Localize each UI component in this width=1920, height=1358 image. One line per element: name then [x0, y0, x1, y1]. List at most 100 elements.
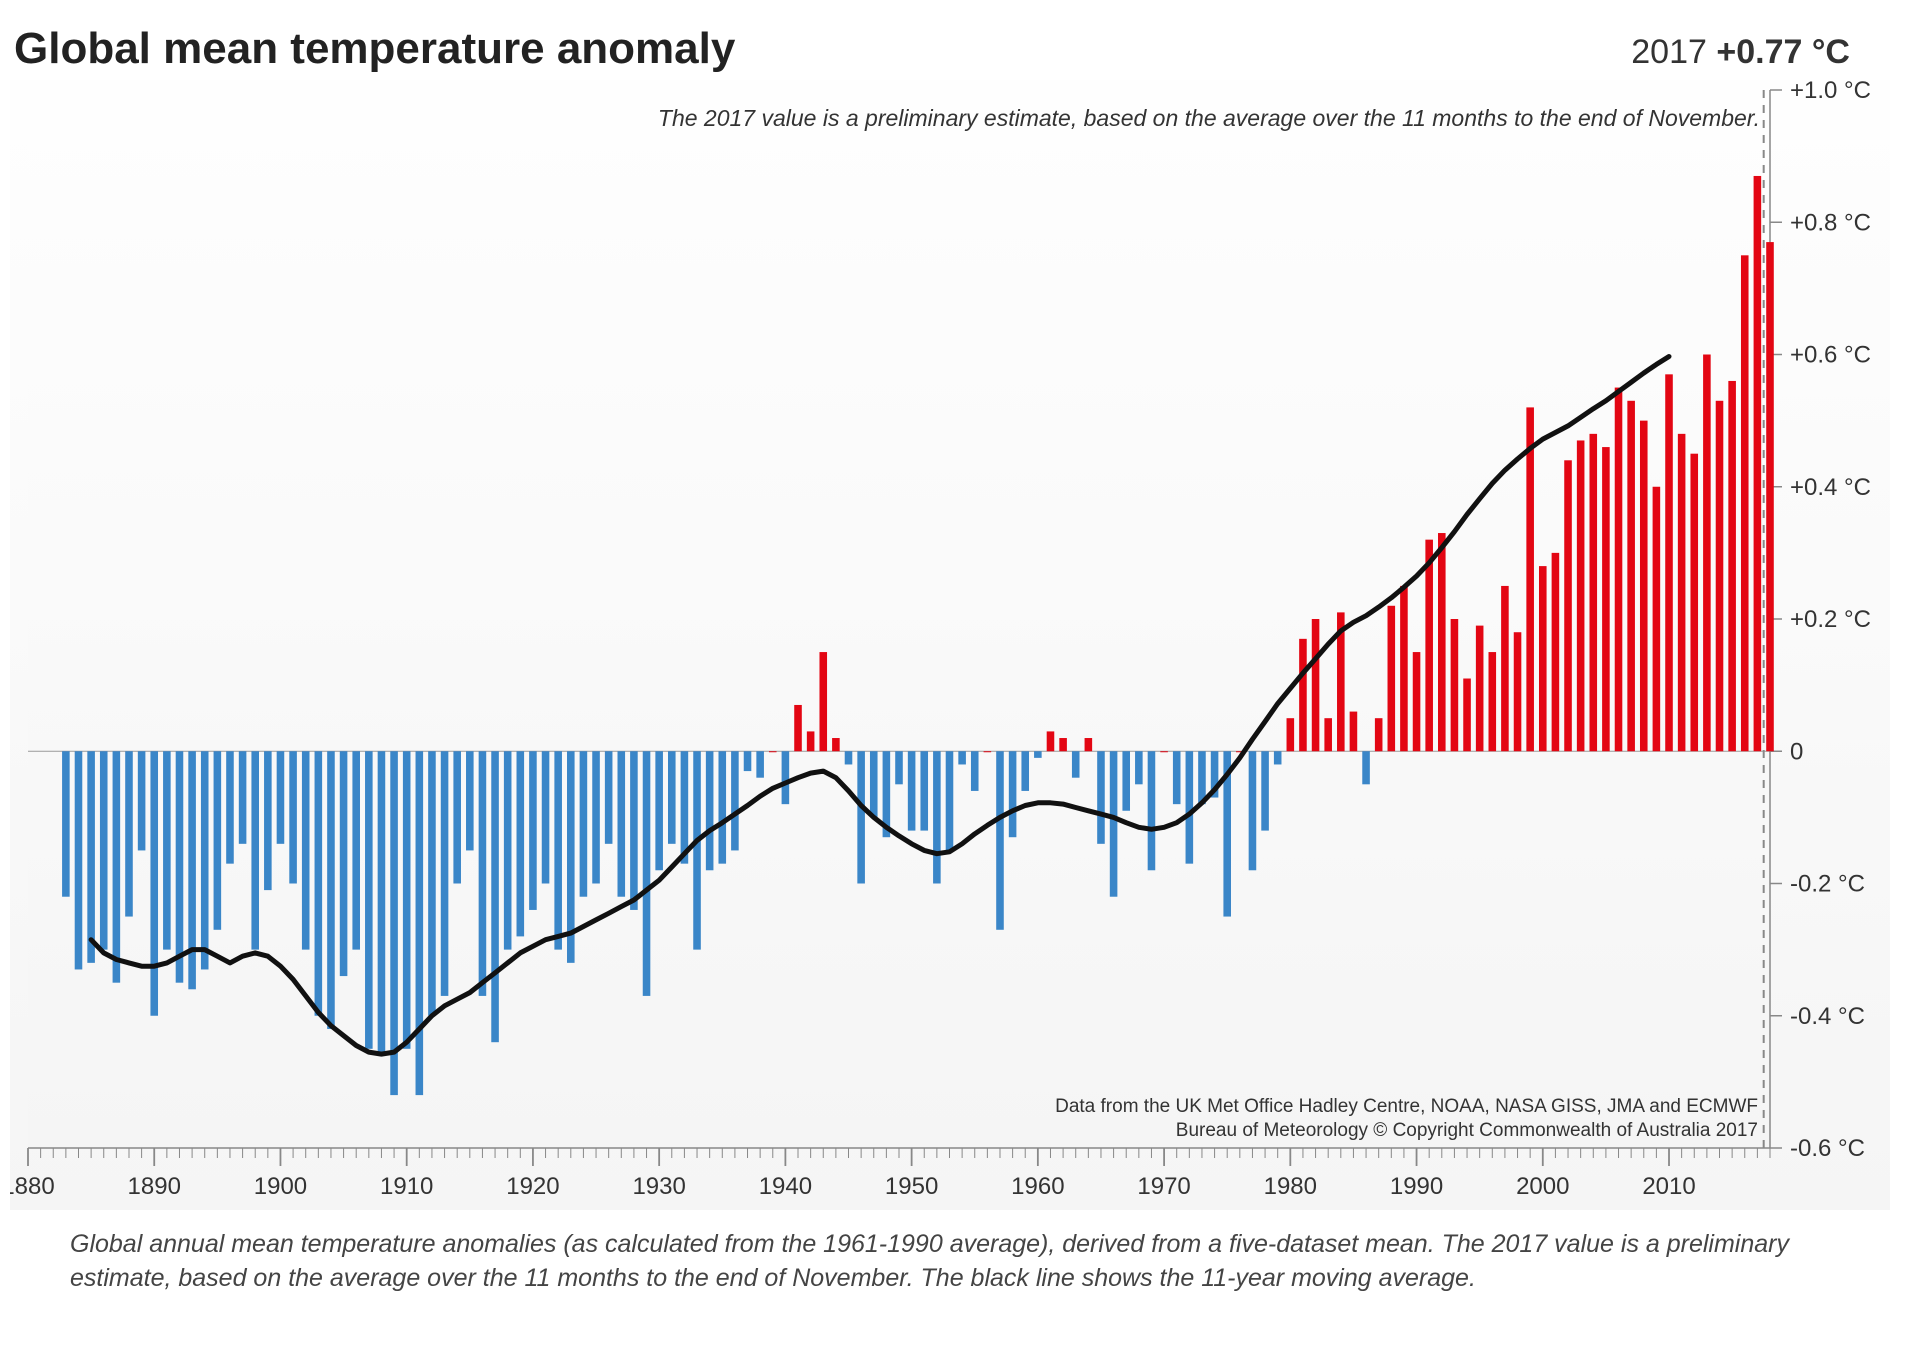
x-tick-label: 1940: [759, 1173, 812, 1200]
chart-title: Global mean temperature anomaly: [14, 24, 735, 74]
anomaly-bar: [605, 751, 613, 844]
x-tick-label: 2010: [1642, 1173, 1695, 1200]
y-tick-label: 0: [1790, 738, 1803, 765]
anomaly-bar: [1324, 718, 1332, 751]
anomaly-bar: [1072, 751, 1080, 777]
anomaly-bar: [1653, 487, 1661, 752]
anomaly-bar: [832, 738, 840, 751]
anomaly-bar: [668, 751, 676, 844]
chart-area: -0.6 °C-0.4 °C-0.2 °C0+0.2 °C+0.4 °C+0.6…: [10, 80, 1890, 1210]
anomaly-bar: [1501, 586, 1509, 751]
anomaly-bar: [416, 751, 424, 1095]
anomaly-bar: [1602, 447, 1610, 751]
anomaly-bar: [933, 751, 941, 883]
anomaly-bar: [920, 751, 928, 830]
reading-badge: 2017 +0.77 °C: [1631, 33, 1850, 72]
anomaly-bar: [176, 751, 184, 982]
anomaly-bar: [239, 751, 247, 844]
anomaly-bar: [517, 751, 525, 936]
anomaly-bar: [794, 705, 802, 751]
anomaly-bar: [1034, 751, 1042, 758]
anomaly-bar: [1097, 751, 1105, 844]
anomaly-bar: [1615, 388, 1623, 752]
anomaly-bar: [1425, 540, 1433, 752]
y-tick-label: +0.4 °C: [1790, 474, 1871, 501]
chart-caption: Global annual mean temperature anomalies…: [10, 1210, 1890, 1306]
anomaly-bar: [1021, 751, 1029, 791]
anomaly-bar: [264, 751, 272, 890]
anomaly-bar: [744, 751, 752, 771]
anomaly-bar: [984, 751, 992, 752]
reading-year: 2017: [1631, 33, 1707, 71]
anomaly-bar: [1160, 751, 1168, 752]
anomaly-bar: [618, 751, 626, 896]
y-tick-label: -0.4 °C: [1790, 1003, 1865, 1030]
y-tick-label: -0.2 °C: [1790, 871, 1865, 898]
anomaly-bar: [428, 751, 436, 1016]
anomaly-bar: [441, 751, 449, 996]
source-line-1: Data from the UK Met Office Hadley Centr…: [1055, 1096, 1758, 1117]
anomaly-bar: [226, 751, 234, 863]
anomaly-bar: [1476, 626, 1484, 752]
anomaly-bar: [908, 751, 916, 830]
x-tick-label: 1920: [506, 1173, 559, 1200]
x-tick-label: 1960: [1011, 1173, 1064, 1200]
x-tick-label: 1880: [10, 1173, 55, 1200]
anomaly-bar: [1350, 712, 1358, 752]
reading-value: +0.77 °C: [1716, 33, 1850, 71]
anomaly-bar: [1287, 718, 1295, 751]
anomaly-bar: [769, 751, 777, 752]
anomaly-bar: [946, 751, 954, 850]
x-tick-label: 1950: [885, 1173, 938, 1200]
y-tick-label: +1.0 °C: [1790, 80, 1871, 104]
anomaly-bar: [1009, 751, 1017, 837]
anomaly-bar: [529, 751, 537, 910]
anomaly-bar: [807, 731, 815, 751]
anomaly-bar: [554, 751, 562, 949]
anomaly-bar: [1564, 460, 1572, 751]
anomaly-bar: [1703, 355, 1711, 752]
anomaly-bar: [1047, 731, 1055, 751]
anomaly-bar: [390, 751, 398, 1095]
anomaly-bar: [302, 751, 310, 949]
anomaly-bar: [201, 751, 209, 969]
anomaly-bar: [1463, 679, 1471, 752]
anomaly-bar: [1261, 751, 1269, 830]
anomaly-bar: [1299, 639, 1307, 751]
anomaly-bar: [479, 751, 487, 996]
anomaly-bar: [1274, 751, 1282, 764]
anomaly-bar: [163, 751, 171, 949]
anomaly-bar: [289, 751, 297, 883]
anomaly-bar: [125, 751, 133, 916]
anomaly-bar: [214, 751, 222, 930]
anomaly-bar: [1640, 421, 1648, 752]
anomaly-bar: [1186, 751, 1194, 863]
anomaly-bar: [150, 751, 158, 1016]
anomaly-bar: [1110, 751, 1118, 896]
anomaly-bar: [365, 751, 373, 1049]
anomaly-bar: [504, 751, 512, 949]
anomaly-chart: -0.6 °C-0.4 °C-0.2 °C0+0.2 °C+0.4 °C+0.6…: [10, 80, 1890, 1210]
anomaly-bar: [1059, 738, 1067, 751]
anomaly-bar: [895, 751, 903, 784]
anomaly-bar: [1148, 751, 1156, 870]
x-tick-label: 1990: [1390, 1173, 1443, 1200]
anomaly-bar: [1312, 619, 1320, 751]
anomaly-bar: [62, 751, 70, 896]
anomaly-bar: [681, 751, 689, 863]
anomaly-bar: [75, 751, 83, 969]
y-tick-label: +0.6 °C: [1790, 342, 1871, 369]
anomaly-bar: [453, 751, 461, 883]
anomaly-bar: [138, 751, 146, 850]
anomaly-bar: [996, 751, 1004, 930]
anomaly-bar: [643, 751, 651, 996]
anomaly-bar: [251, 751, 259, 949]
anomaly-bar: [1741, 255, 1749, 751]
anomaly-bar: [277, 751, 285, 844]
anomaly-bar: [100, 751, 108, 949]
anomaly-bar: [1627, 401, 1635, 751]
anomaly-bar: [1122, 751, 1130, 811]
x-tick-label: 1910: [380, 1173, 433, 1200]
anomaly-bar: [1514, 632, 1522, 751]
source-line-2: Bureau of Meteorology © Copyright Common…: [1176, 1120, 1758, 1141]
